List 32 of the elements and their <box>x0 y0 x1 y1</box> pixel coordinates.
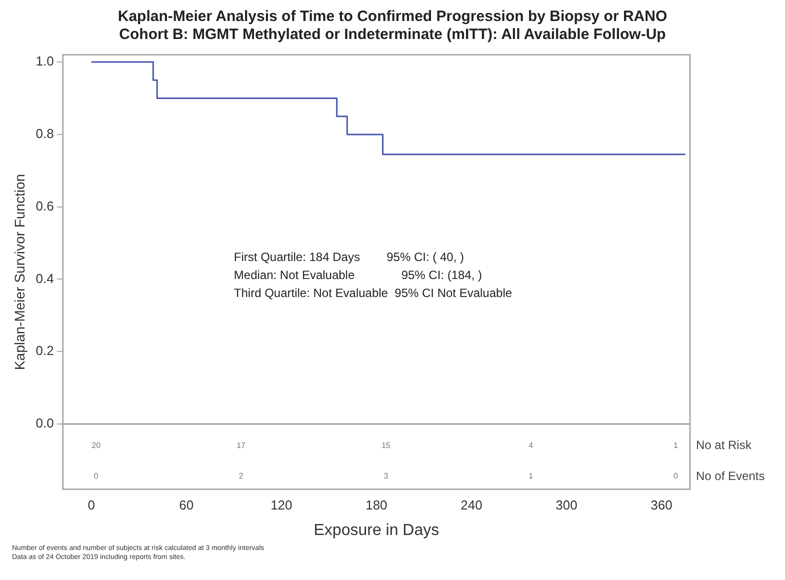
annotation: Third Quartile: Not Evaluable 95% CI Not Evaluable <box>234 286 512 300</box>
annotation: Median: Not Evaluable 95% CI: (184, ) <box>234 268 482 282</box>
y-tick-label: 0.6 <box>36 198 54 214</box>
y-tick-label: 1.0 <box>36 54 54 69</box>
x-tick-label: 300 <box>556 498 578 513</box>
annotation: 1 <box>528 472 534 481</box>
annotation: 4 <box>528 440 534 450</box>
annotation: 0 <box>94 472 99 481</box>
text: No at Risk <box>696 438 752 452</box>
annotation: 20 <box>92 440 102 450</box>
y-tick-label: 0.8 <box>36 126 54 142</box>
annotation: 1 <box>674 440 679 450</box>
text: No of Events <box>696 468 765 483</box>
x-tick-label: 180 <box>366 498 388 513</box>
annotation: 15 <box>381 440 391 450</box>
x-tick-label: 360 <box>650 498 672 513</box>
y-tick-label: 0.2 <box>36 343 54 358</box>
chart-title: Kaplan-Meier Analysis of Time to Confirmed Progression by Biopsy or RANO <box>116 8 668 26</box>
annotation: 2 <box>238 472 244 481</box>
chart-subtitle: Cohort B: MGMT Methylated or Indeterminate (mITT): All Available Follow-Up <box>118 26 667 44</box>
x-tick-label: 240 <box>460 498 482 513</box>
x-axis-title: Exposure in Days <box>314 522 440 539</box>
annotation: 3 <box>384 472 389 481</box>
annotation: 0 <box>674 472 679 481</box>
annotation: 17 <box>236 440 246 450</box>
y-tick-label: 0.0 <box>36 416 54 431</box>
x-tick-label: 0 <box>88 498 95 513</box>
annotation: First Quartile: 184 Days 95% CI: ( 40, ) <box>234 250 464 264</box>
y-axis-title: Kaplan-Meier Survivor Function <box>11 174 28 370</box>
y-tick-label: 0.4 <box>36 270 54 286</box>
x-tick-label: 120 <box>270 498 292 513</box>
x-tick-label: 60 <box>179 498 194 513</box>
